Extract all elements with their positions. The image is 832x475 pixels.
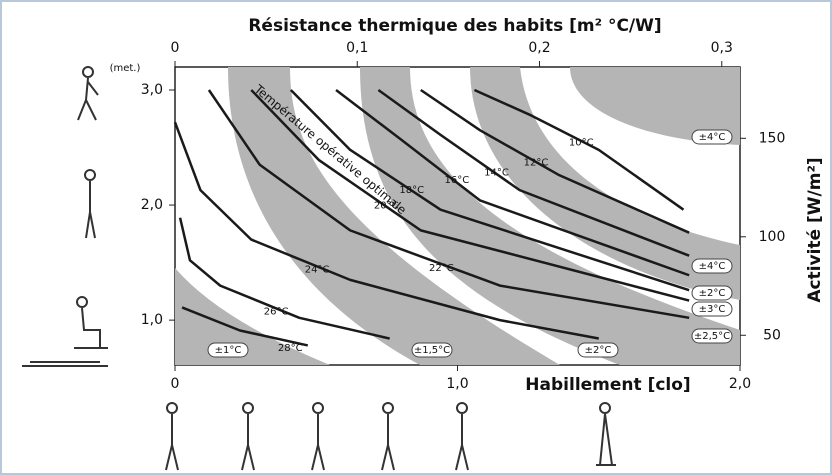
tolerance-label: ±4°C [699,132,726,143]
isotherm [178,217,390,340]
x2-tick-label: 0,2 [528,40,550,56]
x-axis-title: Habillement [clo] [525,375,690,395]
curve-label: 18°C [399,185,424,196]
tolerance-pill [691,328,733,344]
tolerance-pill [691,258,733,274]
tolerance-label: ±2°C [585,345,612,356]
x2-tick-label: 0,3 [711,40,733,56]
tolerance-label: ±1°C [215,345,242,356]
tolerance-label: ±2,5°C [694,331,730,342]
curve-label: 22°C [429,263,454,274]
isotherm [473,88,685,211]
person-icons [22,66,616,471]
y2-axis-title: Activité [W/m²] [805,157,825,302]
curve-label: 12°C [524,158,549,169]
top-axis-title: Résistance thermique des habits [m² °C/W… [248,16,661,36]
isotherm [207,89,690,320]
isotherm [173,121,599,340]
tolerance-pill [411,342,453,358]
y-tick-label: 3,0 [141,82,163,98]
x2-tick-label: 0 [171,40,180,56]
isotherm [181,306,309,347]
curve-label: 16°C [445,175,470,186]
curve-label: 14°C [484,167,509,178]
x-tick-label: 0 [171,376,180,392]
band [175,268,330,365]
y2-tick-label: 50 [763,327,781,343]
curve-label: 24°C [305,265,330,276]
curve-label: 20°C [374,200,399,211]
curve-label: 28°C [278,343,303,354]
isotherm [250,89,690,302]
band [228,67,560,365]
y-axis-title: (met.) [110,63,141,74]
x-tick-label: 2,0 [729,376,751,392]
tolerance-label: ±4°C [699,261,726,272]
y2-tick-label: 150 [759,130,786,146]
isotherm [377,88,690,257]
tolerance-pill [691,285,733,301]
isotherm [289,89,690,292]
tolerance-pill [691,129,733,145]
tolerance-label: ±3°C [699,304,726,315]
y-tick-label: 2,0 [141,197,163,213]
band [570,67,740,145]
y-tick-label: 1,0 [141,312,163,328]
y2-tick-label: 100 [759,229,786,245]
x-tick-label: 1,0 [446,376,468,392]
band [470,67,740,300]
isotherm [420,88,690,234]
x2-tick-label: 0,1 [346,40,368,56]
tolerance-label: ±1,5°C [414,345,450,356]
curve-label: 26°C [264,307,289,318]
tolerance-pill [207,342,249,358]
curve-label: 10°C [569,138,594,149]
tolerance-pill [577,342,619,358]
tolerance-pill [691,301,733,317]
isotherm [335,89,690,277]
tolerance-label: ±2°C [699,288,726,299]
